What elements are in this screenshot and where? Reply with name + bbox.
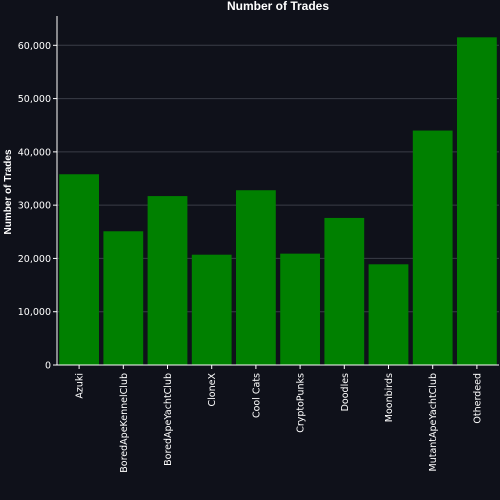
bar	[236, 190, 276, 365]
y-axis-label: Number of Trades	[3, 149, 14, 234]
x-ticks: Azuki BoredApeKennelClub BoredApeYachtClub…	[75, 365, 483, 473]
x-tick-label: BoredApeKennelClub	[119, 373, 130, 473]
x-tick-label: CryptoPunks	[296, 373, 307, 433]
bar	[103, 231, 144, 365]
bar	[147, 196, 188, 365]
x-tick-label: MutantApeYachtClub	[428, 373, 439, 472]
y-tick-label: 10,000	[18, 307, 51, 318]
y-tick-label: 60,000	[18, 41, 51, 52]
bar	[280, 253, 320, 365]
axes	[56, 16, 499, 366]
x-tick-label: Moonbirds	[384, 373, 395, 422]
y-ticks: 0 10,000 20,000 30,000 40,000 50,000 60,000	[18, 41, 57, 372]
bar	[412, 130, 453, 365]
y-tick-label: 30,000	[18, 201, 51, 212]
y-tick-label: 40,000	[18, 147, 51, 158]
y-tick-label: 50,000	[18, 94, 51, 105]
bar	[457, 37, 497, 365]
x-tick-label: CloneX	[207, 373, 218, 407]
bar	[191, 254, 232, 365]
x-tick-label: Otherdeed	[472, 373, 483, 424]
x-tick-label: BoredApeYachtClub	[163, 373, 174, 466]
x-tick-label: Doodles	[340, 373, 351, 411]
x-tick-label: Azuki	[75, 373, 86, 399]
bar	[59, 174, 99, 365]
y-tick-label: 0	[45, 361, 51, 372]
bar	[324, 217, 365, 365]
x-tick-label: Cool Cats	[251, 373, 262, 418]
chart-title: Number of Trades	[227, 0, 329, 13]
y-tick-label: 20,000	[18, 254, 51, 265]
bars	[59, 37, 497, 365]
bar	[368, 264, 409, 365]
